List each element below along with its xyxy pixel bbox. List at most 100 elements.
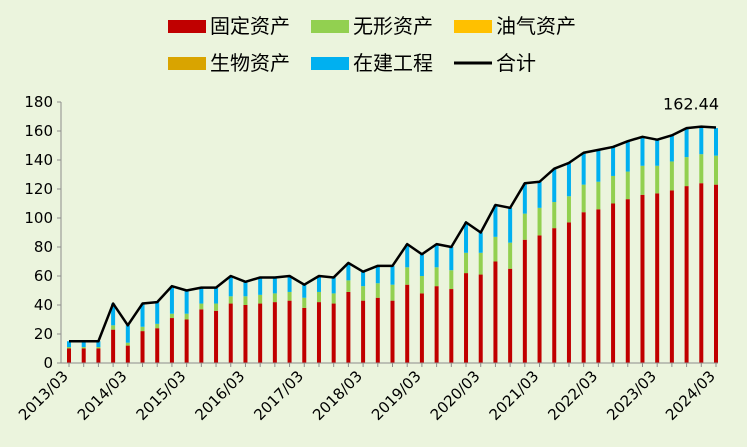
bar-segment: [258, 277, 263, 295]
bar-segment: [434, 244, 439, 268]
bar-segment: [611, 146, 616, 176]
bar-segment: [596, 181, 601, 210]
y-tick-label: 100: [24, 209, 53, 227]
bar-segment: [390, 284, 395, 301]
bar-segment: [611, 203, 616, 363]
bar-segment: [346, 291, 351, 363]
bar-segment: [125, 325, 130, 343]
bar-segment: [375, 283, 380, 298]
bar-segment: [640, 136, 645, 166]
bar-segment: [67, 348, 71, 363]
bar-segment: [302, 297, 307, 308]
legend-label: 固定资产: [210, 14, 290, 38]
bar-segment: [449, 247, 454, 271]
bar-segment: [243, 305, 248, 363]
bar-segment: [140, 303, 145, 327]
bar-segment: [125, 342, 130, 346]
bar-segment: [214, 287, 219, 304]
bar-segment: [655, 139, 660, 166]
bar-segment: [714, 155, 718, 185]
bar-segment: [199, 303, 204, 310]
x-tick-label: 2018/03: [309, 367, 366, 424]
bar-segment: [287, 276, 292, 292]
bar-segment: [522, 183, 527, 214]
x-tick-label: 2017/03: [250, 367, 307, 424]
bar-segment: [625, 171, 630, 200]
bar-segment: [566, 222, 571, 363]
legend-swatch: [311, 57, 349, 70]
bar-segment: [522, 239, 527, 363]
bar-segment: [478, 252, 483, 275]
y-tick-label: 140: [24, 151, 53, 169]
bar-segment: [669, 161, 674, 191]
bar-segment: [96, 341, 101, 348]
bar-segment: [155, 328, 160, 363]
bar-segment: [566, 162, 571, 197]
bar-segment: [316, 276, 321, 292]
bar-segment: [81, 341, 86, 348]
bar-segment: [508, 268, 513, 363]
bar-segment: [464, 273, 469, 363]
bar-segment: [669, 190, 674, 363]
legend-swatch: [454, 20, 492, 33]
bar-segment: [199, 309, 204, 363]
bar-segment: [361, 300, 366, 363]
bar-segment: [361, 286, 366, 301]
bar-segment: [214, 310, 219, 363]
bar-segment: [111, 325, 116, 330]
bar-segment: [434, 286, 439, 363]
bar-segment: [405, 267, 410, 285]
bar-segment: [155, 323, 160, 329]
y-tick-label: 0: [43, 354, 53, 372]
bar-segment: [199, 287, 204, 304]
bar-segment: [699, 183, 704, 363]
x-tick-label: 2013/03: [15, 367, 72, 424]
bar-segment: [493, 204, 498, 237]
bar-segment: [228, 303, 233, 363]
bar-segment: [684, 186, 689, 363]
bar-segment: [361, 271, 366, 287]
bar-segment: [214, 303, 219, 311]
bar-segment: [169, 286, 174, 314]
legend-item: 固定资产: [168, 14, 290, 38]
bar-segment: [655, 165, 660, 194]
legend-item: 生物资产: [168, 51, 290, 75]
x-tick-label: 2024/03: [662, 367, 719, 424]
bar-segment: [111, 329, 116, 363]
bar-segment: [537, 181, 542, 208]
bar-segment: [316, 291, 321, 303]
bar-segment: [478, 274, 483, 363]
bar-segment: [537, 207, 542, 236]
bar-segment: [96, 347, 101, 349]
bar-segment: [493, 261, 498, 363]
bar-segment: [405, 284, 410, 363]
bar-segment: [243, 296, 248, 305]
y-tick-label: 20: [34, 325, 53, 343]
x-tick-label: 2021/03: [486, 367, 543, 424]
bar-segment: [640, 165, 645, 195]
x-tick-label: 2022/03: [544, 367, 601, 424]
bar-segment: [419, 293, 424, 363]
legend-swatch: [311, 20, 349, 33]
legend-swatch: [168, 57, 206, 70]
x-tick-label: 2016/03: [191, 367, 248, 424]
bar-segment: [625, 141, 630, 172]
bar-segment: [464, 222, 469, 253]
bar-segment: [228, 296, 233, 304]
bar-segment: [375, 265, 380, 284]
bar-segment: [140, 326, 145, 332]
bar-segment: [184, 313, 189, 320]
y-tick-label: 160: [24, 122, 53, 140]
bar-segment: [581, 212, 586, 363]
bar-segment: [258, 303, 263, 363]
y-tick-label: 180: [24, 93, 53, 111]
total-line: [69, 125, 717, 343]
bar-segment: [302, 307, 307, 363]
x-tick-label: 2019/03: [368, 367, 425, 424]
x-axis: 2013/03 2014/03 2015/03 2016/03 2017/03 2018/…: [15, 362, 719, 424]
bar-segment: [390, 300, 395, 363]
bar-segment: [625, 199, 630, 363]
bar-segment: [537, 235, 542, 363]
